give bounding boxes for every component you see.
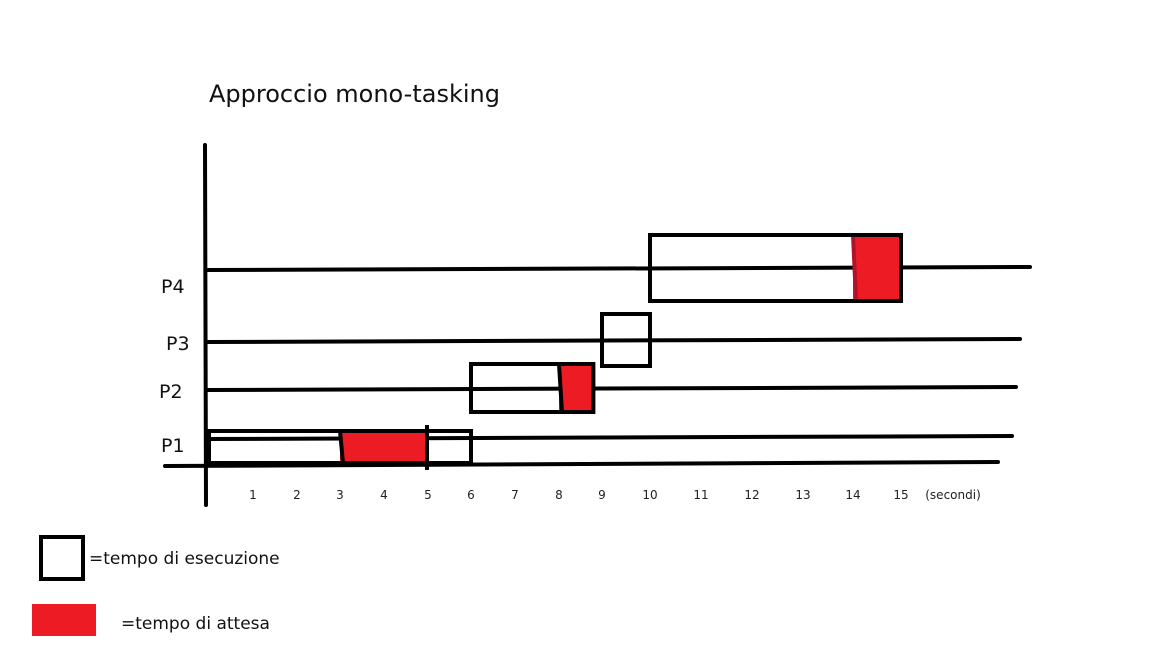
exec-bar-p2: [469, 362, 596, 414]
x-tick-label: 9: [598, 488, 606, 502]
x-axis-unit: (secondi): [925, 488, 981, 502]
exec-bar-p3: [600, 312, 652, 368]
wait-bar-p2: [559, 364, 594, 412]
y-axis: [203, 143, 208, 507]
legend-exec-label: =tempo di esecuzione: [89, 549, 280, 569]
x-axis: [163, 460, 1000, 468]
process-labels: P1 P2 P3 P4: [159, 276, 190, 457]
x-tick-label: 12: [744, 488, 759, 502]
lane-line-p1: [205, 434, 1014, 441]
x-tick-label: 13: [795, 488, 810, 502]
x-tick-label: 5: [424, 488, 432, 502]
x-tick-label: 2: [293, 488, 301, 502]
x-tick-label: 6: [467, 488, 475, 502]
wait-divider-p4: [851, 234, 858, 302]
legend-wait-label: =tempo di attesa: [121, 614, 270, 634]
lane-line-p3: [205, 337, 1022, 344]
x-tick-label: 7: [511, 488, 519, 502]
diagram-title: Approccio mono-tasking: [209, 80, 500, 108]
x-tick-label: 1: [249, 488, 257, 502]
process-bars: [207, 233, 903, 470]
x-tick-label: 15: [893, 488, 908, 502]
x-tick-label: 4: [380, 488, 388, 502]
process-lanes: [205, 265, 1032, 441]
process-label-p4: P4: [161, 276, 185, 298]
wait-divider-p2: [557, 363, 564, 413]
wait-bar-p1: [340, 431, 428, 463]
x-tick-label: 14: [845, 488, 860, 502]
x-tick-label: 10: [642, 488, 657, 502]
exec-bar-p1: [207, 429, 473, 465]
lane-line-p2: [205, 385, 1018, 392]
process-label-p2: P2: [159, 381, 183, 403]
x-tick-label: 3: [336, 488, 344, 502]
wait-divider-p1: [338, 430, 345, 464]
process-label-p1: P1: [161, 435, 185, 457]
x-tick-label: 8: [555, 488, 563, 502]
legend-wait-swatch: [32, 604, 96, 636]
process-label-p3: P3: [166, 333, 190, 355]
wait-bar-p4: [853, 235, 901, 301]
x-tick-label: 11: [693, 488, 708, 502]
lane-line-p4: [205, 265, 1032, 272]
x-tick-labels: 1 2 3 4 5 6 7 8 9 10 11 12 13 14 15 (secondi): [249, 488, 981, 502]
legend-exec-swatch: [39, 535, 85, 581]
exec-bar-p4: [648, 233, 903, 303]
